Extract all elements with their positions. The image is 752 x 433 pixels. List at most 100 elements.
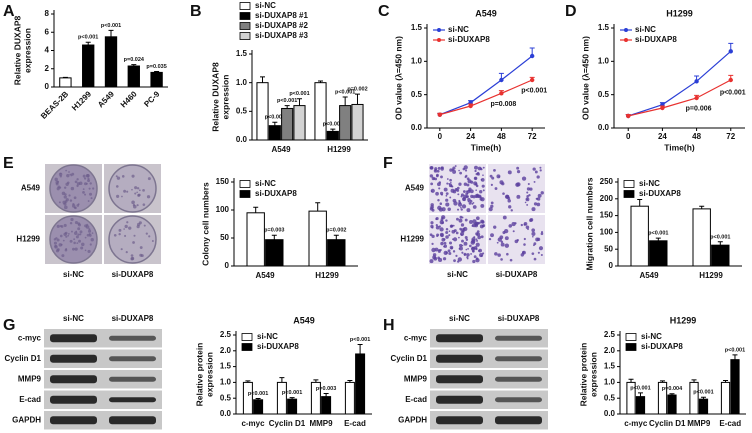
error-bar <box>245 380 251 383</box>
cell <box>476 232 481 237</box>
colony <box>75 230 78 233</box>
cell <box>443 187 448 192</box>
colony <box>58 201 61 204</box>
y-tick-label: 1.5 <box>220 362 232 371</box>
p-value-label: p<0.001 <box>725 347 745 353</box>
point <box>529 77 535 83</box>
cell <box>465 248 468 251</box>
p-value-label: p<0.001 <box>78 35 98 41</box>
error-bar <box>699 205 705 209</box>
y-tick-label: 6 <box>45 27 50 36</box>
cell <box>458 236 460 239</box>
p-value-label: p<0.001 <box>289 91 309 97</box>
error-bar <box>296 98 302 106</box>
colony <box>131 188 133 191</box>
cell <box>536 197 541 201</box>
legend-swatch <box>239 22 251 30</box>
blot-band <box>495 397 542 403</box>
y-axis-label: OD value (λ=450 nm) <box>580 36 590 120</box>
cell <box>464 236 468 240</box>
cell <box>470 194 474 199</box>
cell <box>430 190 433 193</box>
cell <box>482 166 485 169</box>
cell <box>529 187 533 191</box>
cell <box>452 224 455 227</box>
cell <box>493 168 496 172</box>
cell <box>533 180 536 183</box>
y-tick-label: 0.5 <box>604 393 616 402</box>
cell <box>490 204 494 208</box>
colony <box>65 169 67 172</box>
y-tick-label: 0.0 <box>598 123 610 132</box>
colony <box>73 241 76 245</box>
row-label: Cyclin D1 <box>5 354 42 363</box>
p-value-label: p<0.001 <box>282 390 302 396</box>
cell <box>448 230 451 233</box>
colony <box>56 180 60 183</box>
colony <box>67 234 70 237</box>
legend-swatch <box>239 2 251 10</box>
series-line <box>439 79 533 116</box>
colony <box>65 182 69 187</box>
blot-strip <box>44 329 162 348</box>
bar <box>127 65 140 88</box>
column-label: si-DUXAP8 <box>498 314 540 323</box>
colony <box>126 190 129 193</box>
colony <box>121 175 125 178</box>
cell <box>450 224 454 228</box>
cell <box>461 239 464 243</box>
cell <box>478 221 481 225</box>
cell <box>504 194 510 199</box>
blot-band <box>436 416 483 425</box>
cell <box>531 207 536 212</box>
cell <box>532 167 536 171</box>
cell <box>438 207 443 212</box>
series-line <box>628 79 732 117</box>
cell <box>463 252 467 256</box>
colony <box>118 228 122 232</box>
colony <box>73 196 77 200</box>
colony <box>82 188 85 191</box>
x-tick-label: 0 <box>438 132 443 141</box>
cell <box>431 242 434 245</box>
cell <box>479 190 483 194</box>
cell <box>448 251 452 256</box>
colony <box>128 226 132 230</box>
y-tick-label: 1.0 <box>604 378 616 387</box>
x-tick-label: MMP9 <box>687 419 711 428</box>
colony <box>73 238 76 241</box>
cell <box>475 216 480 221</box>
colony <box>125 251 128 254</box>
bar <box>344 381 355 415</box>
cell <box>476 239 479 242</box>
y-tick-label: 1.5 <box>236 49 248 58</box>
colony <box>142 188 145 192</box>
colony <box>54 177 58 182</box>
cell <box>456 217 459 221</box>
bar <box>253 399 264 415</box>
cell <box>533 202 538 206</box>
p-value-label: p=0.004 <box>662 386 683 392</box>
y-axis-label: expression <box>588 352 598 397</box>
bar <box>698 398 709 415</box>
cell <box>512 230 515 233</box>
x-tick-label: H1299 <box>70 89 93 112</box>
row-label: c-myc <box>404 333 428 342</box>
colony <box>89 243 92 246</box>
bar <box>630 205 649 267</box>
column-label: si-NC <box>63 270 84 279</box>
cell <box>440 241 444 246</box>
bar <box>150 71 163 88</box>
cell <box>473 176 478 181</box>
y-tick-label: 2.5 <box>604 330 616 339</box>
cell <box>454 165 457 168</box>
colony <box>61 191 66 196</box>
cell <box>438 257 443 263</box>
cell <box>511 222 516 227</box>
cell <box>527 228 529 231</box>
colony <box>118 232 121 236</box>
colony <box>131 200 135 205</box>
cell <box>531 252 535 255</box>
colony <box>136 187 140 190</box>
cell <box>472 202 475 204</box>
